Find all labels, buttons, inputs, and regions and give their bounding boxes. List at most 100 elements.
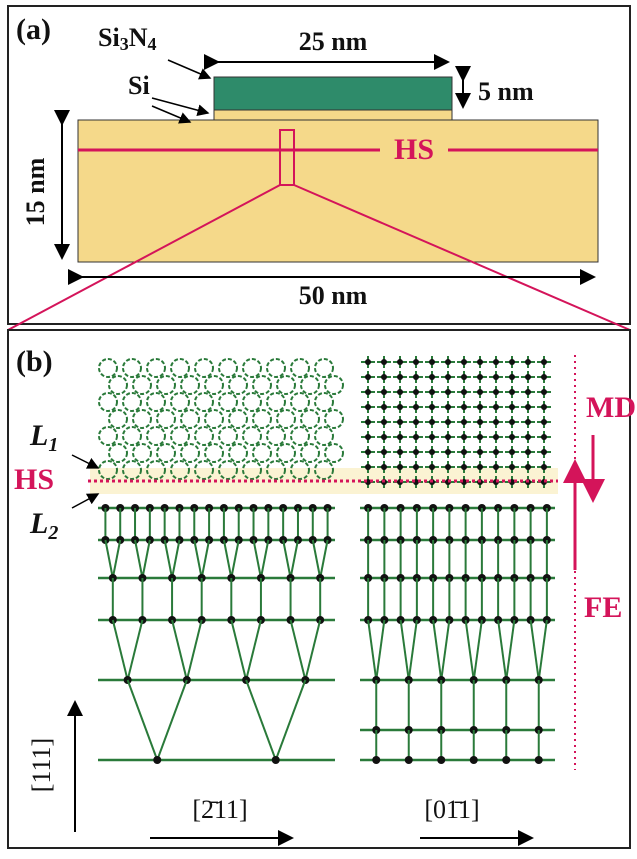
ring xyxy=(218,426,238,446)
atom xyxy=(381,374,387,380)
bond xyxy=(311,539,322,579)
atom xyxy=(445,449,451,455)
bond xyxy=(126,619,144,681)
atom xyxy=(429,404,435,410)
atom xyxy=(525,419,531,425)
atom xyxy=(365,404,371,410)
lattice xyxy=(98,356,555,764)
atom xyxy=(397,389,403,395)
atom xyxy=(493,434,499,440)
atom xyxy=(461,449,467,455)
pointer xyxy=(151,97,210,117)
ring xyxy=(194,392,214,412)
atom xyxy=(381,404,387,410)
atom xyxy=(493,464,499,470)
atom xyxy=(461,389,467,395)
bond xyxy=(304,619,322,681)
bond xyxy=(111,539,122,579)
ring xyxy=(266,358,286,378)
ring xyxy=(242,392,262,412)
hs-label: HS xyxy=(14,463,54,496)
atom xyxy=(381,449,387,455)
atom xyxy=(477,359,483,365)
zoom-line xyxy=(293,184,631,331)
atom xyxy=(429,374,435,380)
ring xyxy=(108,409,128,429)
atom xyxy=(413,464,419,470)
atom xyxy=(477,434,483,440)
bond xyxy=(274,679,307,761)
ring xyxy=(204,409,224,429)
ring xyxy=(146,392,166,412)
atom xyxy=(397,434,403,440)
panel-label: (a) xyxy=(16,13,51,46)
ring xyxy=(170,426,190,446)
atom xyxy=(461,359,467,365)
bond xyxy=(104,539,114,579)
ring xyxy=(170,392,190,412)
bond xyxy=(245,679,277,761)
atom xyxy=(477,404,483,410)
atom xyxy=(509,464,515,470)
atom xyxy=(413,434,419,440)
ring xyxy=(156,443,176,463)
pointer xyxy=(71,493,100,509)
atom xyxy=(477,464,483,470)
atom xyxy=(397,404,403,410)
panel-label: (b) xyxy=(16,345,53,378)
atom xyxy=(413,419,419,425)
atom xyxy=(461,464,467,470)
ring xyxy=(242,358,262,378)
bond xyxy=(464,619,475,681)
bond xyxy=(497,619,508,681)
zoom-line xyxy=(7,184,281,331)
bond xyxy=(111,619,129,681)
atom xyxy=(397,359,403,365)
atom xyxy=(509,434,515,440)
atom xyxy=(445,359,451,365)
bond xyxy=(432,619,443,681)
atom xyxy=(381,389,387,395)
atom xyxy=(493,449,499,455)
si-layer xyxy=(213,109,453,121)
bond xyxy=(375,619,386,681)
atom xyxy=(397,419,403,425)
bond xyxy=(252,539,262,579)
bond xyxy=(156,679,188,761)
atom xyxy=(429,449,435,455)
bond xyxy=(163,539,174,579)
atom xyxy=(509,374,515,380)
atom xyxy=(413,359,419,365)
atom xyxy=(445,404,451,410)
material-label: Si3N4 xyxy=(98,23,156,54)
zoom-box xyxy=(279,129,295,186)
ring xyxy=(324,375,344,395)
pointer xyxy=(167,59,212,80)
atom xyxy=(509,404,515,410)
atom xyxy=(541,359,547,365)
bond xyxy=(407,619,418,681)
atom xyxy=(525,464,531,470)
si3n4-layer xyxy=(213,76,453,111)
atom xyxy=(502,756,511,764)
ring xyxy=(314,358,334,378)
atom xyxy=(461,434,467,440)
panel-a-frame xyxy=(7,5,631,325)
ring xyxy=(108,375,128,395)
bond xyxy=(440,619,451,681)
ring xyxy=(98,358,118,378)
ring xyxy=(242,460,262,480)
atom xyxy=(445,434,451,440)
ring xyxy=(300,409,320,429)
ring xyxy=(108,443,128,463)
atom xyxy=(365,434,371,440)
atom xyxy=(381,419,387,425)
atom xyxy=(429,464,435,470)
atom xyxy=(541,404,547,410)
atom xyxy=(397,464,403,470)
atom xyxy=(429,389,435,395)
ring xyxy=(122,460,142,480)
bond xyxy=(399,619,410,681)
ring xyxy=(180,375,200,395)
